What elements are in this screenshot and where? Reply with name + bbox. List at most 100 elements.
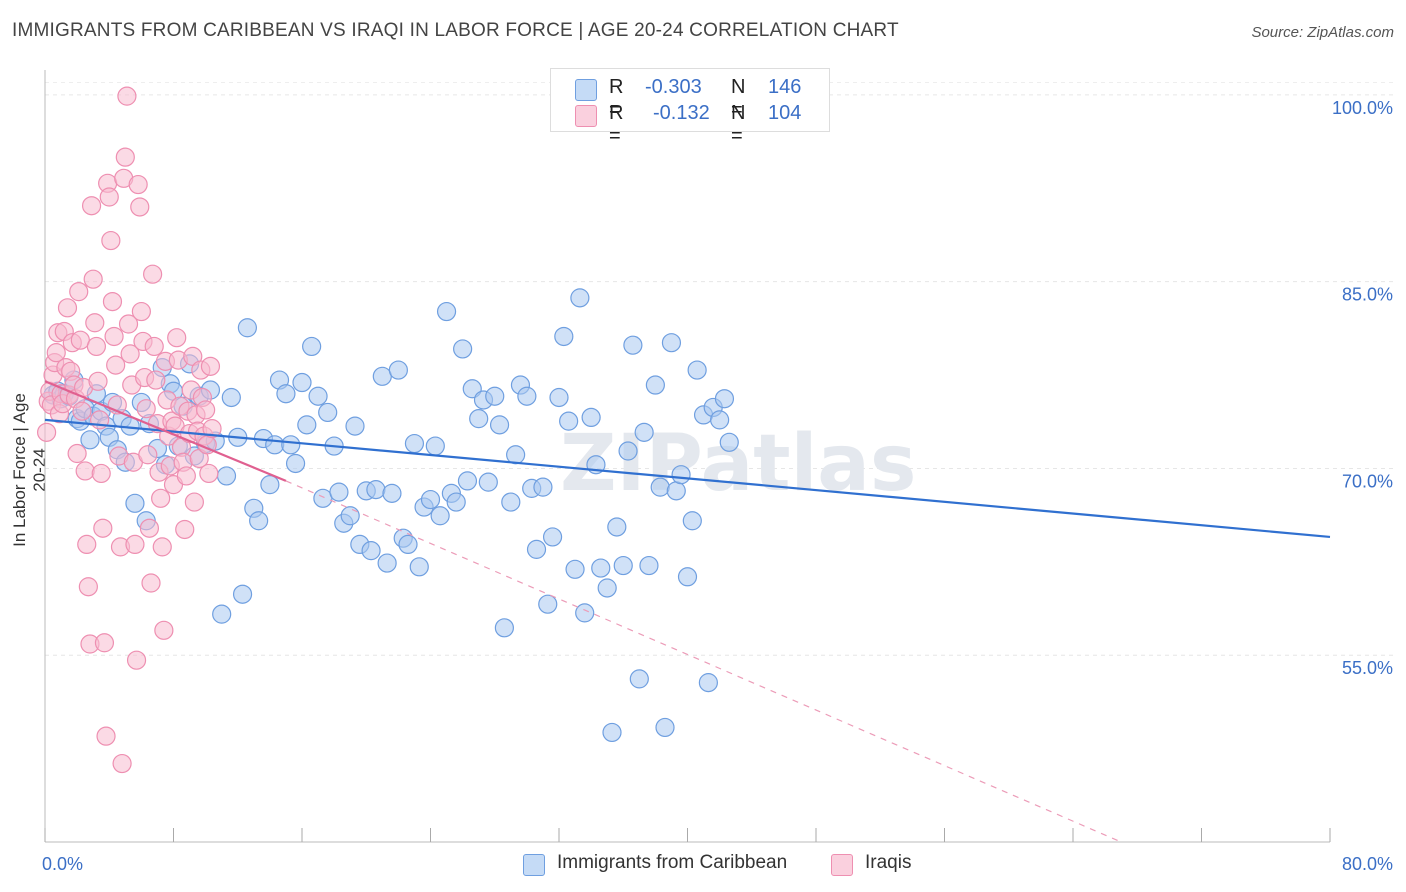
point-iraqis [91,463,111,484]
point-caribbean [506,445,526,465]
point-caribbean [382,483,402,503]
point-caribbean [388,360,408,380]
point-caribbean [249,511,269,531]
point-caribbean [409,557,429,577]
point-iraqis [102,292,123,312]
point-caribbean [501,492,521,512]
point-caribbean [297,415,317,435]
legend-n-value: 104 [768,102,802,124]
point-caribbean [340,506,360,526]
point-iraqis [200,356,221,376]
point-iraqis [136,399,156,419]
point-iraqis [125,534,145,555]
x-tick-label: 80.0% [1342,854,1393,874]
point-iraqis [139,518,160,538]
bottom-legend-label: Immigrants from Caribbean [557,852,788,873]
point-caribbean [575,603,595,623]
point-iraqis [130,197,150,217]
point-caribbean [597,578,617,598]
point-iraqis [86,336,107,357]
y-tick-label: 100.0% [1332,98,1393,118]
point-caribbean [629,669,649,689]
point-caribbean [533,477,553,497]
point-caribbean [602,722,622,743]
point-caribbean [420,489,441,510]
point-caribbean [302,336,322,357]
point-iraqis [152,537,172,557]
trendline-iraqis [44,380,287,482]
point-caribbean [682,511,702,531]
point-caribbean [666,481,686,501]
point-iraqis [184,492,204,512]
point-iraqis [120,344,140,364]
point-iraqis [96,726,116,746]
point-caribbean [526,539,547,559]
point-iraqis [94,633,115,653]
legend-r-label: R = [609,102,624,147]
point-caribbean [361,541,381,561]
trendline-caribbean [44,418,1331,539]
point-caribbean [457,471,478,491]
point-caribbean [623,335,643,355]
point-iraqis [106,355,126,375]
point-caribbean [634,422,654,442]
point-caribbean [308,386,328,406]
point-iraqis [70,330,90,350]
point-caribbean [377,553,397,573]
point-caribbean [398,534,418,555]
point-caribbean [372,366,392,386]
point-caribbean [607,517,627,537]
point-iraqis [99,187,119,207]
point-caribbean [281,435,301,455]
point-caribbean [318,402,338,423]
point-iraqis [167,328,187,348]
point-caribbean [661,333,682,353]
point-iraqis [88,371,108,391]
point-caribbean [719,432,739,452]
point-iraqis [151,488,171,508]
point-iraqis [46,343,66,363]
legend-n-label: N = [731,76,746,121]
legend-n-label: N = [731,102,746,147]
point-caribbean [313,488,333,508]
point-iraqis [69,282,89,302]
y-tick-label: 85.0% [1342,285,1393,305]
point-iraqis [143,264,163,284]
correlation-legend: R = -0.303 N = 146 R = -0.132 N = 104 [550,68,830,147]
point-caribbean [453,339,473,359]
point-caribbean [345,416,365,436]
point-iraqis [202,419,222,439]
point-caribbean [329,482,349,502]
point-caribbean [559,411,579,431]
point-caribbean [425,436,445,456]
point-caribbean [292,372,312,393]
point-caribbean [366,480,386,500]
point-caribbean [554,326,574,347]
point-iraqis [83,269,103,289]
point-iraqis [131,301,151,322]
bottom-legend-swatch-caribbean [523,854,545,876]
point-caribbean [650,477,670,497]
point-caribbean [581,407,601,427]
point-caribbean [538,594,558,614]
legend-r-value: -0.132 [653,102,710,124]
point-iraqis [93,518,113,538]
point-iraqis [104,326,124,347]
point-iraqis [175,519,195,540]
point-iraqis [72,401,92,421]
point-caribbean [125,493,145,513]
point-iraqis [146,370,166,390]
point-iraqis [115,147,135,167]
point-caribbean [517,386,537,406]
point-caribbean [216,466,237,486]
legend-swatch-iraqis [575,105,597,127]
point-iraqis [128,174,148,195]
point-iraqis [101,230,121,251]
point-caribbean [478,472,498,492]
point-iraqis [176,466,196,486]
point-caribbean [542,527,563,547]
y-tick-label: 70.0% [1342,471,1393,491]
bottom-legend-label: Iraqis [865,852,912,873]
point-caribbean [221,387,241,408]
